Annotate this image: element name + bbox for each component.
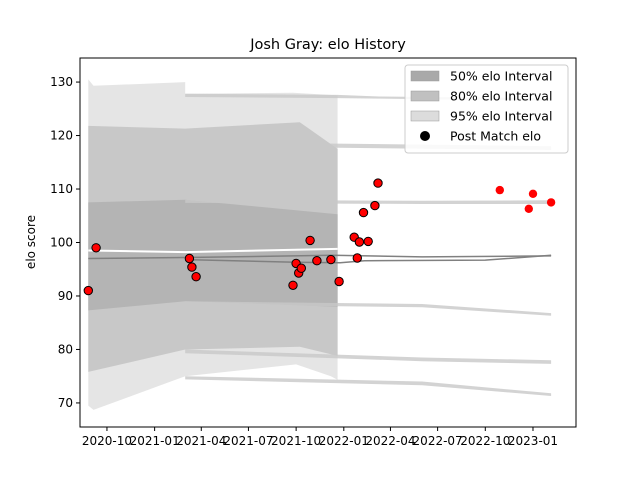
data-point-23 <box>546 198 556 207</box>
legend-label-0: 50% elo Interval <box>450 69 552 84</box>
x-tick-label-6: 2022-04 <box>365 434 415 448</box>
y-tick-label-1: 80 <box>58 342 73 356</box>
band-50-early <box>88 199 338 311</box>
x-tick-label-3: 2021-07 <box>223 434 273 448</box>
data-point-21 <box>524 204 533 213</box>
data-point-2 <box>184 253 195 264</box>
band-tail-5 <box>185 376 552 396</box>
data-point-16 <box>358 207 369 218</box>
y-tick-label-5: 120 <box>50 129 73 143</box>
data-point-8 <box>296 263 306 273</box>
data-point-17 <box>363 236 373 247</box>
y-tick-label-4: 110 <box>50 182 73 196</box>
legend-swatch-0 <box>410 70 440 82</box>
y-tick-label-2: 90 <box>58 289 73 303</box>
legend-label-2: 95% elo Interval <box>450 109 552 124</box>
legend-label-1: 80% elo Interval <box>450 89 552 104</box>
data-point-22 <box>528 189 538 198</box>
data-point-3 <box>187 262 197 272</box>
legend-label-3: Post Match elo <box>450 129 541 144</box>
post-match-points <box>83 178 556 296</box>
legend-marker-3 <box>420 131 430 141</box>
trend-line-1 <box>185 254 552 264</box>
data-point-9 <box>305 235 315 246</box>
data-point-0 <box>83 285 94 296</box>
band-tail-3 <box>185 301 552 316</box>
data-point-5 <box>288 280 298 290</box>
y-tick-label-6: 130 <box>50 75 73 89</box>
y-tick-label-0: 70 <box>58 396 73 410</box>
data-point-4 <box>191 272 201 282</box>
legend-swatch-1 <box>410 90 440 102</box>
data-point-10 <box>312 256 322 266</box>
band-tail-4 <box>185 349 552 364</box>
x-tick-label-5: 2022-01 <box>319 434 369 448</box>
legend-box <box>404 64 569 154</box>
data-point-19 <box>373 178 383 188</box>
elo-interval-bands <box>88 79 552 410</box>
data-point-12 <box>334 276 344 287</box>
x-tick-label-9: 2023-01 <box>508 434 558 448</box>
data-point-20 <box>495 185 504 195</box>
y-axis: 70 80 90 100 110 120 130 <box>50 75 80 410</box>
y-axis-label: elo score <box>24 215 38 269</box>
y-tick-label-3: 100 <box>50 236 73 250</box>
x-tick-label-4: 2021-10 <box>271 434 321 448</box>
x-tick-label-0: 2020-10 <box>82 434 132 448</box>
x-tick-label-1: 2021-01 <box>130 434 180 448</box>
data-point-1 <box>91 243 101 253</box>
trend-highlight <box>88 247 338 254</box>
x-tick-label-8: 2022-10 <box>460 434 510 448</box>
legend-swatch-2 <box>410 110 440 122</box>
data-point-18 <box>370 200 380 211</box>
data-point-14 <box>352 253 362 263</box>
x-axis: 2020-102021-012021-042021-072021-102022-… <box>82 427 558 448</box>
x-tick-label-2: 2021-04 <box>176 434 226 448</box>
data-point-11 <box>326 254 336 265</box>
chart-title: Josh Gray: elo History <box>249 37 406 53</box>
x-tick-label-7: 2022-07 <box>413 434 463 448</box>
data-point-15 <box>354 237 365 247</box>
band-tail-2 <box>185 199 552 204</box>
legend: 50% elo Interval 80% elo Interval 95% elo … <box>404 64 569 154</box>
